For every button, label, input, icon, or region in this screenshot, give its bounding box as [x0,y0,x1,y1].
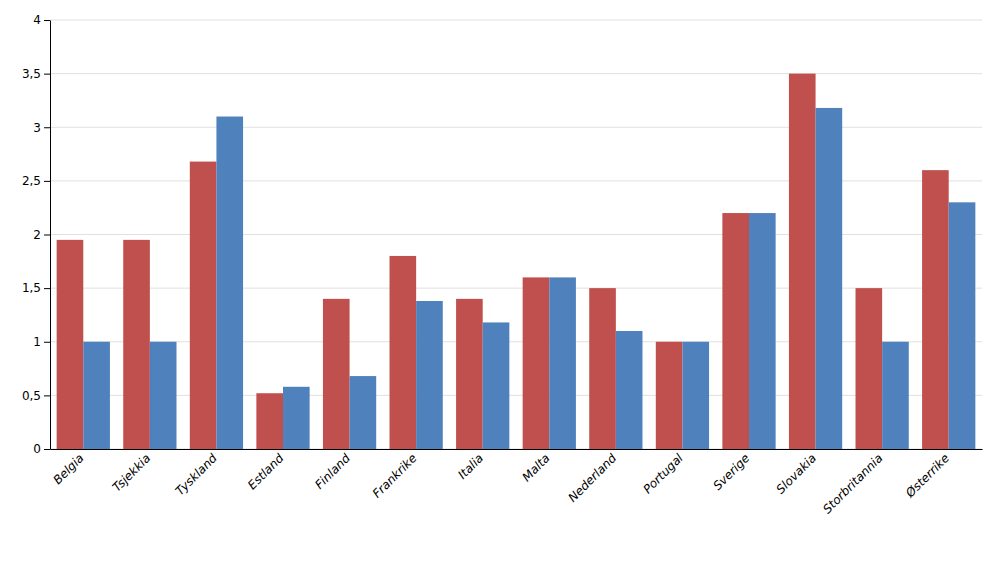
chart: 0 0,5 1 1,5 2 2,5 3 3,5 4 Belgia Tsjekkia Tyskland E… [0,0,1002,564]
bar [616,331,643,449]
tick: Frankrike [370,451,420,501]
tick: Estland [245,451,287,493]
tick: Sverige [710,451,752,493]
tick-label: Frankrike [370,451,420,501]
tick: Tyskland [173,451,220,498]
bar [589,288,616,449]
tick-mark [44,20,50,21]
tick-label: 2,5 [22,174,41,188]
grid-line [50,127,982,128]
tick-label: Østerrike [902,451,952,501]
tick: Belgia [50,451,86,487]
tick-label: Portugal [640,451,686,497]
tick-mark [44,235,50,236]
tick-label: Estland [245,451,287,493]
bar [483,322,510,449]
tick-mark [44,127,50,128]
tick-label: Finland [312,451,353,492]
tick: 4 [33,13,50,27]
bar [722,213,749,449]
tick-label: Sverige [710,451,752,493]
bar [390,256,417,449]
bar [416,301,443,449]
tick-label: Italia [455,451,486,482]
bar-series [83,108,975,449]
tick: Tsjekkia [110,451,153,494]
tick-label: Nederland [565,451,619,505]
tick-label: 0 [33,442,41,456]
tick: Nederland [565,451,619,505]
tick-label: Belgia [50,451,86,487]
bar [549,277,576,449]
tick-label: 4 [33,13,41,27]
bars [57,74,976,449]
grid-line [50,73,982,74]
bar [523,277,550,449]
tick-label: 3,5 [22,67,41,81]
bar [656,342,683,449]
tick-label: Tyskland [173,451,220,498]
bar [350,376,377,449]
bar [922,170,949,449]
tick: 1,5 [22,281,50,295]
grid-line [50,20,982,21]
tick-label: 0,5 [22,389,41,403]
bar [749,213,776,449]
tick: 3 [33,121,50,135]
tick: 1 [33,335,50,349]
bar [882,342,909,449]
tick: 3,5 [22,67,50,81]
tick-mark [44,74,50,75]
tick: Slovakia [773,451,819,497]
tick: Portugal [640,451,686,497]
tick-mark [44,395,50,396]
tick: 0,5 [22,389,50,403]
tick: Storbritannia [820,451,885,516]
tick: Østerrike [902,451,952,501]
bar [949,202,976,449]
tick-label: Storbritannia [820,451,885,516]
bar [816,108,843,449]
tick-label: 3 [33,121,41,135]
tick-label: Tsjekkia [110,451,153,494]
bar [123,240,150,449]
tick: 2,5 [22,174,50,188]
bar-series [57,74,949,449]
tick: 0 [33,442,50,456]
tick-mark [44,288,50,289]
grid [50,20,982,449]
tick-mark [44,342,50,343]
bar [856,288,883,449]
bar [789,74,816,449]
axis-line [50,21,51,450]
tick-label: 1,5 [22,281,41,295]
tick-mark [44,449,50,450]
tick-label: Malta [519,451,552,484]
y-axis: 0 0,5 1 1,5 2 2,5 3 3,5 4 [22,13,51,456]
tick: Malta [519,451,552,484]
bar [83,342,110,449]
bar [150,342,177,449]
bar [216,117,243,449]
bar [323,299,350,449]
bar [256,393,283,449]
tick-label: 1 [33,335,41,349]
tick: Finland [312,451,353,492]
tick-mark [44,181,50,182]
plot: 0 0,5 1 1,5 2 2,5 3 3,5 4 Belgia Tsjekkia Tyskland E… [22,13,983,516]
bar [283,387,310,449]
tick-label: 2 [33,228,41,242]
tick-label: Slovakia [773,451,819,497]
axis-line [51,449,983,450]
x-axis: Belgia Tsjekkia Tyskland Estland Finland Fran… [50,450,982,517]
bar [456,299,483,449]
bar [682,342,709,449]
tick: Italia [455,451,486,482]
bar [57,240,84,449]
bar [190,162,217,449]
tick: 2 [33,228,50,242]
